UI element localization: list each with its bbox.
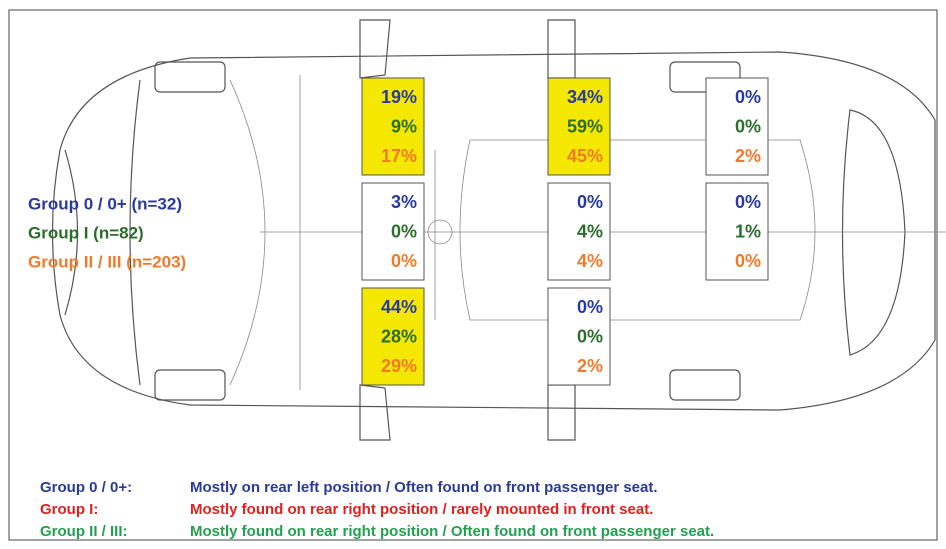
seat-percentage: 1% [735, 221, 761, 241]
note-group: Group 0 / 0+: [40, 479, 132, 496]
note-text: Mostly on rear left position / Often fou… [190, 479, 658, 496]
seat-percentage: 0% [577, 326, 603, 346]
frame [8, 9, 938, 541]
car-outline [51, 19, 946, 441]
seat-percentage: 0% [735, 251, 761, 271]
seat-percentage: 2% [735, 146, 761, 166]
group-label: Group I (n=82) [28, 223, 144, 242]
group-label: Group 0 / 0+ (n=32) [28, 194, 182, 213]
seat-percentage: 28% [381, 326, 417, 346]
seat-percentage: 45% [567, 146, 603, 166]
note-group: Group I: [40, 501, 98, 518]
note-text: Mostly found on rear right position / ra… [190, 501, 653, 518]
seat-percentage: 9% [391, 116, 417, 136]
seat-percentage: 0% [391, 221, 417, 241]
seat-box [361, 182, 425, 281]
seat-percentage: 44% [381, 297, 417, 317]
seat-percentage: 19% [381, 87, 417, 107]
seat-box [705, 182, 769, 281]
seat-percentage: 0% [735, 116, 761, 136]
seat-percentage: 17% [381, 146, 417, 166]
seat-box [547, 182, 611, 281]
seat-percentage: 0% [577, 297, 603, 317]
seat-percentage: 0% [735, 87, 761, 107]
seat-percentage: 59% [567, 116, 603, 136]
seat-box [361, 287, 425, 386]
seat-box [547, 77, 611, 176]
seat-box [547, 287, 611, 386]
note-text: Mostly found on rear right position / Of… [190, 523, 714, 540]
seat-percentage: 0% [735, 192, 761, 212]
seat-percentage: 4% [577, 221, 603, 241]
seat-percentage: 2% [577, 356, 603, 376]
seat-percentage: 3% [391, 192, 417, 212]
note-group: Group II / III: [40, 523, 128, 540]
seat-box [705, 77, 769, 176]
seat-box [361, 77, 425, 176]
seat-percentage: 0% [577, 192, 603, 212]
group-label: Group II / III (n=203) [28, 252, 186, 271]
seat-percentage: 29% [381, 356, 417, 376]
seat-percentage: 4% [577, 251, 603, 271]
seat-percentage: 34% [567, 87, 603, 107]
seat-percentage: 0% [391, 251, 417, 271]
